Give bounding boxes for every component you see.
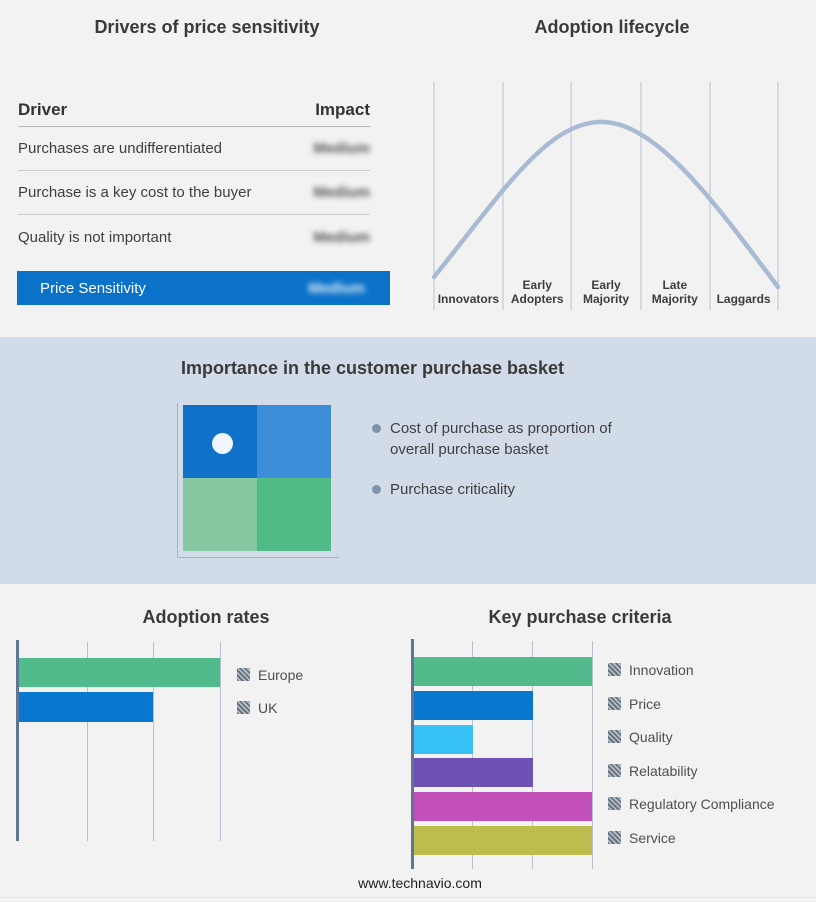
price-sensitivity-label: Price Sensitivity [40, 279, 146, 297]
hatched-swatch-icon [608, 831, 621, 844]
list-item: Cost of purchase as proportion of overal… [372, 418, 644, 460]
legend-item-quality: Quality [608, 729, 673, 745]
legend-item-price: Price [608, 696, 661, 712]
quadrant-bottom-right [257, 478, 331, 551]
stage-label-late-majority: Late Majority [651, 278, 698, 306]
quadrant-bottom-left [183, 478, 257, 551]
legend-item-regulatory-compliance: Regulatory Compliance [608, 796, 775, 812]
purchase-basket-band [0, 337, 816, 584]
bullet-icon [372, 424, 381, 433]
key-purchase-criteria-title: Key purchase criteria [488, 607, 672, 627]
bar-uk [19, 692, 153, 722]
price-sensitivity-impact-redacted: Medium [308, 279, 365, 297]
lifecycle-stage-labels: Innovators Early Adopters Early Majority… [434, 269, 778, 306]
impact-cell-redacted: Medium [313, 184, 370, 201]
hatched-swatch-icon [608, 797, 621, 810]
stage-label-early-majority: Early Majority [582, 278, 629, 306]
basket-bullet-list: Cost of purchase as proportion of overal… [372, 418, 644, 500]
stage-label-laggards: Laggards [716, 291, 771, 306]
driver-column-header: Driver [18, 100, 68, 119]
legend-item-service: Service [608, 830, 676, 846]
gridline [592, 641, 593, 869]
bar-price [414, 691, 533, 720]
stage-label-innovators: Innovators [437, 291, 500, 306]
legend-item-relatability: Relatability [608, 763, 697, 779]
quadrant-y-axis [177, 403, 178, 558]
price-sensitivity-row: Price Sensitivity Medium [17, 271, 390, 305]
purchase-basket-quadrant [183, 405, 331, 551]
adoption-rates-title: Adoption rates [142, 607, 270, 627]
table-row: Quality is not important Medium [18, 215, 370, 259]
gridline [153, 642, 154, 841]
bar-europe [19, 658, 220, 687]
stage-label-early-adopters: Early Adopters [510, 278, 564, 306]
bar-service [414, 826, 592, 855]
hatched-swatch-icon [608, 764, 621, 777]
quadrant-top-right [257, 405, 331, 478]
bar-quality [414, 725, 473, 754]
hatched-swatch-icon [608, 697, 621, 710]
legend-item-innovation: Innovation [608, 662, 694, 678]
lifecycle-chart [431, 82, 781, 310]
bar-relatability [414, 758, 533, 787]
hatched-swatch-icon [608, 663, 621, 676]
adoption-rates-axis [16, 640, 19, 841]
legend-item-uk: UK [237, 700, 277, 716]
drivers-title: Drivers of price sensitivity [94, 17, 320, 37]
bar-regulatory-compliance [414, 792, 592, 821]
impact-column-header: Impact [315, 100, 370, 119]
bar-innovation [414, 657, 592, 686]
position-marker-dot [212, 433, 233, 454]
gridline [472, 641, 473, 869]
divider [0, 897, 816, 898]
quadrant-x-axis [177, 557, 339, 558]
impact-cell-redacted: Medium [313, 228, 370, 246]
gridline [220, 642, 221, 841]
impact-cell-redacted: Medium [313, 140, 370, 157]
drivers-table-header: Driver Impact [18, 94, 370, 127]
bullet-icon [372, 485, 381, 494]
gridline [87, 642, 88, 841]
hatched-swatch-icon [608, 730, 621, 743]
key-criteria-axis [411, 639, 414, 869]
driver-cell: Quality is not important [18, 228, 172, 246]
list-item: Purchase criticality [372, 479, 644, 500]
hatched-swatch-icon [237, 701, 250, 714]
drivers-table: Driver Impact Purchases are undifferenti… [18, 94, 370, 259]
legend-item-europe: Europe [237, 667, 303, 683]
hatched-swatch-icon [237, 668, 250, 681]
footer-link[interactable]: www.technavio.com [358, 875, 482, 891]
lifecycle-curve [431, 119, 781, 290]
driver-cell: Purchase is a key cost to the buyer [18, 184, 252, 201]
gridline [532, 641, 533, 869]
basket-title: Importance in the customer purchase bask… [180, 358, 565, 378]
driver-cell: Purchases are undifferentiated [18, 140, 223, 157]
table-row: Purchase is a key cost to the buyer Medi… [18, 171, 370, 215]
lifecycle-title: Adoption lifecycle [534, 17, 690, 37]
table-row: Purchases are undifferentiated Medium [18, 127, 370, 171]
